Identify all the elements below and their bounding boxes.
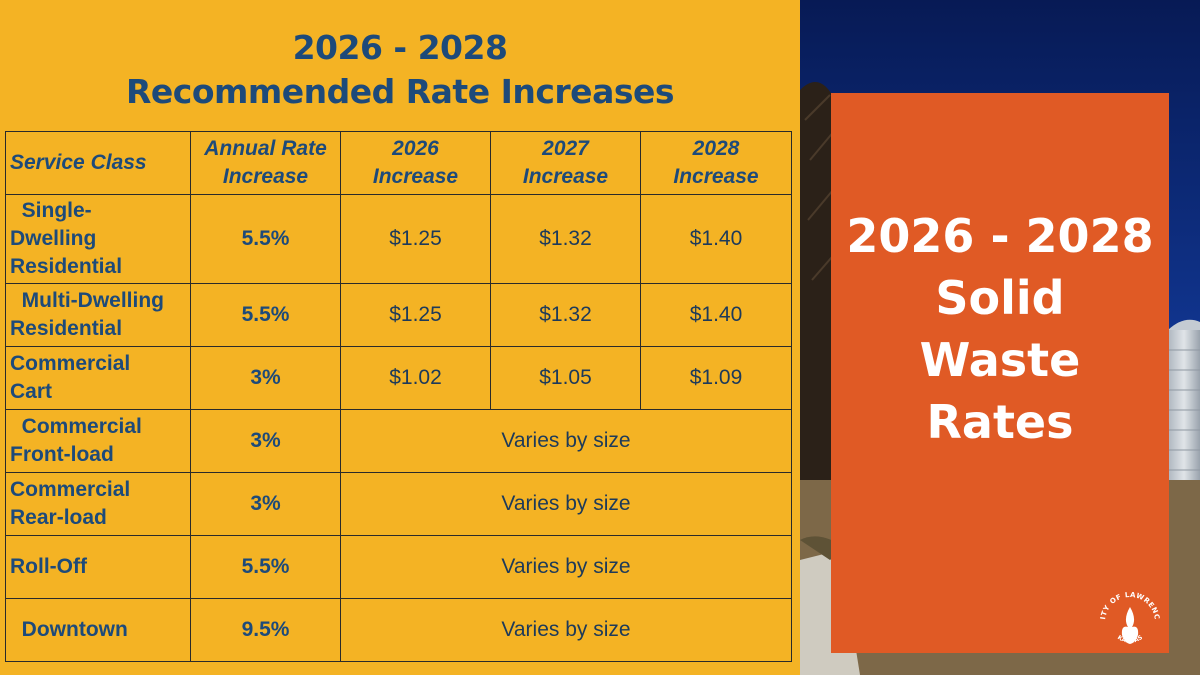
annual-rate-cell: 9.5% <box>190 598 341 662</box>
service-class-cell: Downtown <box>5 598 191 662</box>
annual-rate-cell: 3% <box>190 346 341 410</box>
slide-title: 2026 - 2028 Recommended Rate Increases <box>0 26 800 114</box>
header-annual-rate: Annual Rate Increase <box>190 131 341 195</box>
header-2026: 2026 Increase <box>340 131 491 195</box>
annual-rate-cell: 5.5% <box>190 283 341 347</box>
increase-2027-cell: $1.32 <box>490 283 641 347</box>
header-2027: 2027 Increase <box>490 131 641 195</box>
table-row: Commercial Rear-load 3% Varies by size <box>5 472 792 536</box>
panel-line-2: Solid <box>935 271 1065 325</box>
title-panel: 2026 - 2028 Solid Waste Rates <box>831 93 1169 653</box>
increase-2027-cell: $1.32 <box>490 194 641 284</box>
table-row: Roll-Off 5.5% Varies by size <box>5 535 792 599</box>
table-row: Single- Dwelling Residential 5.5% $1.25 $1… <box>5 194 792 284</box>
table-row: Downtown 9.5% Varies by size <box>5 598 792 662</box>
annual-rate-cell: 5.5% <box>190 194 341 284</box>
annual-rate-cell: 3% <box>190 472 341 536</box>
flame-icon <box>1121 607 1139 644</box>
varies-cell: Varies by size <box>340 472 792 536</box>
varies-cell: Varies by size <box>340 535 792 599</box>
increase-2026-cell: $1.25 <box>340 283 491 347</box>
service-class-cell: Commercial Cart <box>5 346 191 410</box>
service-class-cell: Multi-Dwelling Residential <box>5 283 191 347</box>
increase-2028-cell: $1.40 <box>640 283 792 347</box>
title-line-2: Recommended Rate Increases <box>125 72 675 111</box>
table-header-row: Service Class Annual Rate Increase 2026 In… <box>5 131 792 195</box>
table-row: Commercial Front-load 3% Varies by size <box>5 409 792 473</box>
table-row: Multi-Dwelling Residential 5.5% $1.25 $1.… <box>5 283 792 347</box>
header-service-class: Service Class <box>5 131 191 195</box>
varies-cell: Varies by size <box>340 598 792 662</box>
title-line-1: 2026 - 2028 <box>292 28 508 67</box>
annual-rate-cell: 5.5% <box>190 535 341 599</box>
service-class-cell: Commercial Front-load <box>5 409 191 473</box>
varies-cell: Varies by size <box>340 409 792 473</box>
increase-2028-cell: $1.09 <box>640 346 792 410</box>
rate-table: Service Class Annual Rate Increase 2026 In… <box>5 131 792 662</box>
increase-2026-cell: $1.25 <box>340 194 491 284</box>
service-class-cell: Single- Dwelling Residential <box>5 194 191 284</box>
panel-line-3: Waste <box>919 333 1081 387</box>
panel-line-4: Rates <box>926 395 1074 449</box>
service-class-cell: Roll-Off <box>5 535 191 599</box>
slide-left-panel: 2026 - 2028 Recommended Rate Increases S… <box>0 0 800 675</box>
increase-2028-cell: $1.40 <box>640 194 792 284</box>
annual-rate-cell: 3% <box>190 409 341 473</box>
city-of-lawrence-logo: CITY OF LAWRENCE KANSAS <box>1095 587 1160 645</box>
panel-line-1: 2026 - 2028 <box>846 209 1154 263</box>
table-row: Commercial Cart 3% $1.02 $1.05 $1.09 <box>5 346 792 410</box>
increase-2027-cell: $1.05 <box>490 346 641 410</box>
service-class-cell: Commercial Rear-load <box>5 472 191 536</box>
header-2028: 2028 Increase <box>640 131 792 195</box>
increase-2026-cell: $1.02 <box>340 346 491 410</box>
panel-heading: 2026 - 2028 Solid Waste Rates <box>831 205 1169 453</box>
